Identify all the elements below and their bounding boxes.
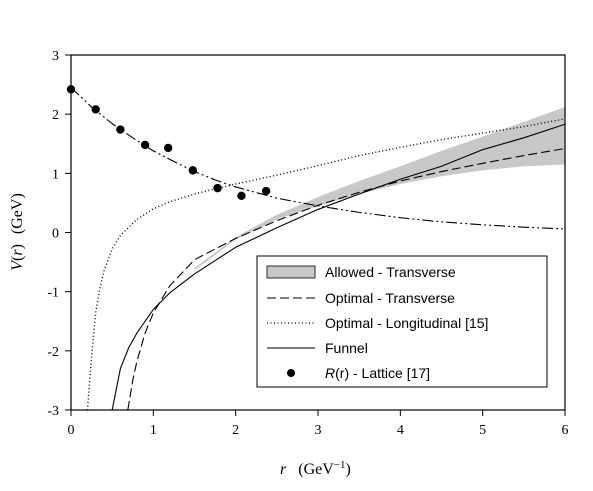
series-line-optimal-longitudinal-15 xyxy=(86,118,565,410)
lattice-point xyxy=(140,140,150,150)
x-tick-label: 5 xyxy=(479,423,486,438)
legend-label-optimal-transverse: Optimal - Transverse xyxy=(325,290,455,306)
y-tick-label: -3 xyxy=(47,404,59,419)
legend: Allowed - Transverse Optimal - Transvers… xyxy=(256,255,548,388)
legend-label-lattice: R(r) - Lattice [17] xyxy=(325,365,430,381)
plot-area xyxy=(71,87,565,410)
lattice-point xyxy=(213,183,222,193)
lattice-point xyxy=(188,166,198,175)
y-tick-label: -2 xyxy=(47,345,59,360)
y-tick-label: -1 xyxy=(47,286,59,301)
legend-label-optimal-longitudinal: Optimal - Longitudinal [15] xyxy=(325,315,488,331)
y-tick-label: 3 xyxy=(52,49,59,64)
y-tick-label: 0 xyxy=(52,227,59,242)
lattice-point xyxy=(66,85,76,94)
y-tick-label: 2 xyxy=(52,108,59,123)
lattice-point xyxy=(237,191,246,201)
x-tick-label: 2 xyxy=(232,423,239,438)
y-axis-title: V(r) (GeV) xyxy=(9,193,26,271)
y-tick-label: 1 xyxy=(52,167,59,182)
legend-label-funnel: Funnel xyxy=(325,340,368,356)
x-tick-label: 4 xyxy=(397,423,404,438)
lattice-point xyxy=(261,186,271,196)
x-axis-title: r (GeV−1) xyxy=(280,459,351,478)
lattice-point xyxy=(163,143,173,153)
x-tick-label: 6 xyxy=(562,423,569,438)
series-band-allowed-transverse xyxy=(194,107,565,271)
x-tick-label: 3 xyxy=(315,423,322,438)
legend-item-funnel: Funnel xyxy=(267,340,368,356)
series-line-dash-dot-reference xyxy=(71,87,565,230)
series-line-funnel xyxy=(111,123,565,410)
series-line-optimal-transverse xyxy=(127,147,565,410)
legend-label-allowed: Allowed - Transverse xyxy=(325,264,456,280)
legend-swatch-band xyxy=(266,265,316,279)
axes: 0 1 2 3 4 5 6 -3 -2 -1 0 1 2 3 xyxy=(47,49,568,438)
legend-item-optimal-transverse: Optimal - Transverse xyxy=(267,290,455,306)
legend-item-optimal-longitudinal: Optimal - Longitudinal [15] xyxy=(267,315,488,331)
x-tick-label: 0 xyxy=(68,423,75,438)
lattice-point xyxy=(116,125,125,134)
legend-item-allowed: Allowed - Transverse xyxy=(266,264,456,280)
legend-item-lattice: R(r) - Lattice [17] xyxy=(287,365,430,381)
legend-swatch-marker xyxy=(287,369,295,377)
lattice-point xyxy=(91,105,100,114)
x-tick-label: 1 xyxy=(150,423,157,438)
